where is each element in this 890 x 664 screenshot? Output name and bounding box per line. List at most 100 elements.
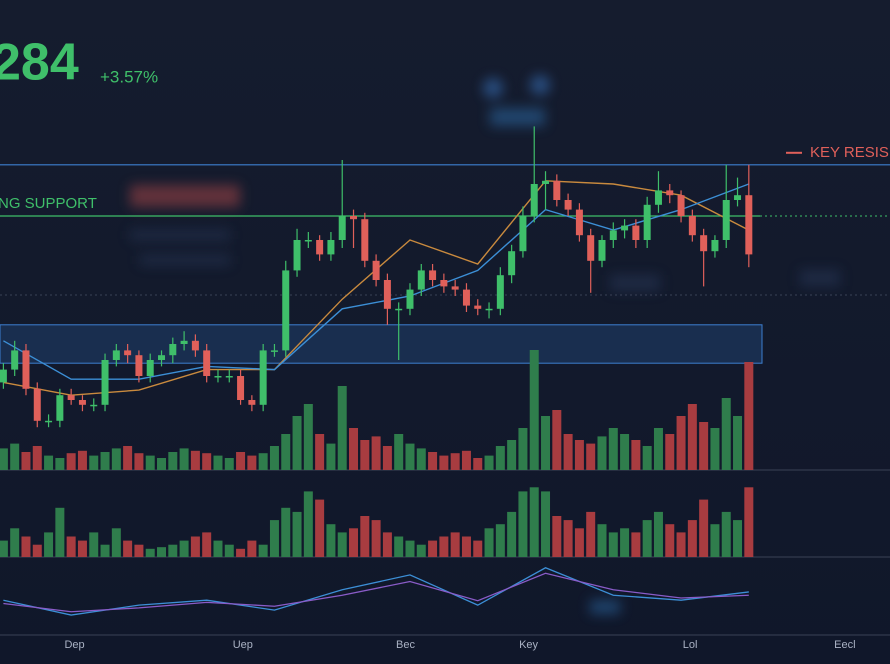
volume-bar	[145, 548, 155, 557]
volume-bar	[541, 416, 551, 470]
volume-bar	[631, 440, 641, 470]
volume-bar	[597, 436, 607, 470]
volume-bar	[405, 443, 415, 470]
volume-bar	[315, 499, 325, 557]
candle-body	[553, 180, 561, 200]
volume-bar	[450, 532, 460, 557]
candle-body	[270, 350, 278, 352]
candle-body	[485, 308, 493, 311]
volume-bar	[100, 544, 110, 557]
candle-body	[169, 344, 177, 356]
volume-bar	[213, 455, 223, 470]
candle-body	[530, 184, 538, 216]
candle-body	[587, 235, 595, 261]
volume-bar	[721, 398, 731, 470]
volume-bar	[213, 540, 223, 557]
candle-body	[508, 251, 516, 276]
volume-bar	[495, 446, 505, 470]
candle-body	[700, 235, 708, 252]
candle-body	[462, 289, 470, 306]
candle-body	[722, 200, 730, 240]
candle-body	[78, 400, 86, 405]
price-change: +3.57%	[100, 67, 158, 86]
candle-body	[214, 376, 222, 378]
volume-bar	[123, 446, 133, 470]
candle-body	[191, 340, 199, 351]
volume-bar	[0, 540, 8, 557]
volume-bar	[269, 520, 279, 557]
volume-bar	[439, 536, 449, 557]
volume-bar	[382, 532, 392, 557]
volume-bar	[687, 520, 697, 557]
x-tick-label: Eecl	[834, 639, 855, 651]
candle-body	[666, 190, 674, 196]
volume-bar	[405, 540, 415, 557]
volume-bar	[168, 452, 178, 470]
x-tick-label: Bec	[396, 639, 415, 651]
candle-body	[474, 305, 482, 309]
volume-bar	[190, 536, 200, 557]
volume-bar	[416, 544, 426, 557]
volume-bar	[202, 532, 212, 557]
volume-bar	[676, 532, 686, 557]
candle-body	[45, 420, 53, 423]
volume-bar	[620, 434, 630, 470]
volume-bar	[77, 540, 87, 557]
volume-bar	[326, 443, 336, 470]
candle-body	[327, 240, 335, 255]
volume-bar	[699, 499, 709, 557]
volume-bar	[269, 446, 279, 470]
candle-body	[677, 195, 685, 216]
zone-band	[0, 324, 763, 364]
volume-bar	[0, 448, 8, 470]
candle-body	[180, 340, 188, 344]
candle-body	[11, 350, 19, 370]
volume-bar	[111, 448, 121, 470]
volume-bar	[179, 448, 189, 470]
volume-bar	[44, 455, 54, 470]
volume-bar	[744, 487, 754, 557]
candle-body	[158, 355, 166, 360]
candle-body	[440, 280, 448, 287]
volume-bar	[168, 544, 178, 557]
candle-body	[135, 355, 143, 376]
x-tick-label: Dep	[64, 639, 84, 651]
volume-bar	[608, 428, 618, 470]
volume-bar	[461, 536, 471, 557]
volume-bar	[145, 455, 155, 470]
volume-bar	[529, 350, 539, 470]
candle-body	[621, 225, 629, 231]
volume-bar	[10, 528, 20, 557]
volume-bar	[258, 453, 268, 470]
candle-body	[451, 286, 459, 290]
volume-bar	[337, 532, 347, 557]
x-tick-label: Key	[519, 639, 538, 651]
volume-bar	[574, 528, 584, 557]
volume-bar	[157, 547, 167, 557]
candle-body	[542, 180, 550, 184]
volume-bar	[224, 458, 234, 470]
volume-bar	[394, 536, 404, 557]
x-tick-label: Lol	[683, 639, 698, 651]
volume-bar	[676, 416, 686, 470]
candle-body	[0, 369, 7, 383]
volume-bar	[371, 520, 381, 557]
oscillator-line	[3, 567, 749, 616]
resistance-label: KEY RESIS	[810, 144, 889, 161]
volume-bar	[563, 434, 573, 470]
volume-bar	[202, 453, 212, 470]
volume-bar	[303, 404, 313, 470]
volume-bar	[281, 507, 291, 557]
volume-bar	[66, 536, 76, 557]
candle-body	[361, 219, 369, 261]
volume-bar	[473, 458, 483, 470]
volume-bar	[744, 362, 754, 470]
volume-bar	[450, 453, 460, 470]
volume-bar	[653, 428, 663, 470]
volume-bar	[665, 524, 675, 557]
candle-body	[90, 404, 98, 407]
volume-bar	[89, 532, 99, 557]
volume-bar	[157, 458, 167, 470]
volume-bar	[416, 448, 426, 470]
